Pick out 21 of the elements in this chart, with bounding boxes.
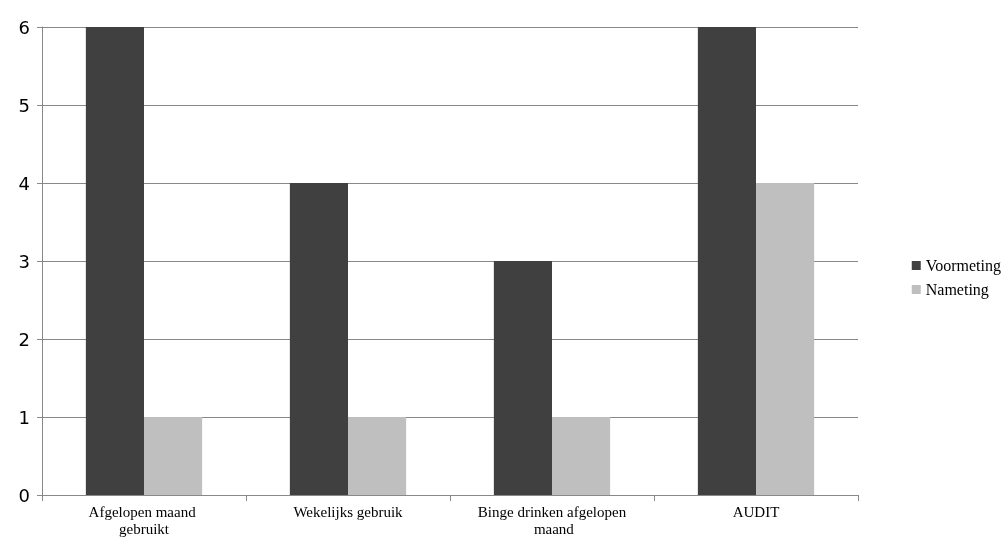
bar	[552, 417, 611, 495]
x-tick-label: AUDIT	[732, 503, 780, 520]
bar	[756, 183, 815, 495]
bar	[144, 417, 203, 495]
y-tick-label: 3	[18, 250, 30, 272]
legend-label: Voormeting	[925, 257, 1002, 275]
y-tick-label: 4	[18, 172, 30, 194]
legend-label: Nameting	[925, 281, 989, 299]
bar	[348, 417, 407, 495]
x-tick-label: Afgelopen maand gebruikt	[88, 503, 200, 537]
y-tick-label: 6	[18, 16, 30, 38]
x-tick-label: Wekelijks gebruik	[293, 503, 404, 520]
bar	[85, 27, 144, 495]
y-tick-label: 1	[18, 406, 30, 428]
y-tick-label: 0	[18, 484, 30, 506]
bar	[493, 261, 552, 495]
y-tick-label: 5	[18, 94, 30, 116]
bar	[697, 27, 756, 495]
x-tick-label: Binge drinken afgelopen maand	[477, 503, 627, 537]
bar	[289, 183, 348, 495]
y-tick-label: 2	[18, 328, 30, 350]
